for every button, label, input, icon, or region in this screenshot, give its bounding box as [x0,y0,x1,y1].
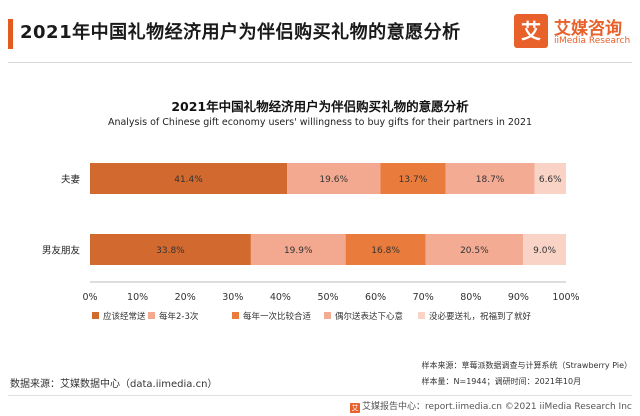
header-divider [8,62,632,63]
bar-segment [380,163,446,194]
x-tick-label: 100% [552,292,579,303]
bar-segment [445,163,535,194]
bar-segment [345,234,426,265]
legend-label: 每年一次比较合适 [243,311,312,322]
bar-segment [90,163,288,194]
title-accent-bar [8,19,13,49]
bar-segment [250,234,346,265]
report-center-footer: 艾艾媒报告中心：report.iimedia.cn ©2021 iiMedia … [350,399,632,413]
data-label: 20.5% [460,246,489,256]
x-tick-label: 90% [508,292,529,303]
bar-segment [534,163,566,194]
chart-subtitle: Analysis of Chinese gift economy users' … [107,117,533,128]
sample-notes: 样本来源：草莓派数据调查与计算系统（Strawberry Pie） 样本量：N=… [422,358,632,390]
footer-divider [8,395,632,396]
bar-segment [523,234,566,265]
data-label: 13.7% [399,175,428,185]
bar-segment [90,234,251,265]
sample-size: 样本量：N=1944；调研时间：2021年10月 [421,377,582,386]
page-title: 2021年中国礼物经济用户为伴侣购买礼物的意愿分析 [20,22,461,43]
legend-label: 没必要送礼，祝福到了就好 [429,311,532,322]
bar-segment [425,234,524,265]
data-source: 数据来源：艾媒数据中心（data.iimedia.cn） [10,379,218,390]
legend-label: 应该经常送 [103,311,146,322]
x-tick-label: 0% [82,292,97,303]
x-tick-label: 70% [413,292,434,303]
logo-chinese-name: 艾媒咨询 [554,19,622,39]
x-tick-label: 30% [222,292,243,303]
data-label: 9.0% [533,246,556,256]
data-label: 6.6% [539,175,562,185]
mini-logo-icon: 艾 [350,403,360,413]
data-label: 41.4% [174,175,203,185]
x-tick-label: 20% [175,292,196,303]
data-label: 33.8% [156,246,185,256]
iimedia-logo: 艾 艾媒咨询 iiMedia Research [514,14,634,52]
legend-swatch [148,312,155,319]
x-tick-label: 50% [317,292,338,303]
bar-segment [287,163,381,194]
x-tick-label: 10% [127,292,148,303]
legend-swatch [418,312,425,319]
data-label: 16.8% [371,246,400,256]
legend-label: 偶尔送表达下心意 [335,311,403,322]
logo-english-name: iiMedia Research [554,36,631,46]
legend-swatch [232,312,239,319]
legend-label: 每年2-3次 [159,311,199,322]
data-label: 19.9% [284,246,313,256]
legend-swatch [324,312,331,319]
x-tick-label: 40% [270,292,291,303]
legend-swatch [92,312,99,319]
logo-mark-icon: 艾 [514,14,548,48]
data-label: 18.7% [476,175,505,185]
report-center-text: 艾媒报告中心：report.iimedia.cn ©2021 iiMedia R… [362,402,632,412]
x-tick-label: 80% [460,292,481,303]
category-label: 夫妻 [61,174,81,186]
chart-title: 2021年中国礼物经济用户为伴侣购买礼物的意愿分析 [171,99,469,114]
x-tick-label: 60% [365,292,386,303]
category-label: 男友朋友 [42,245,81,257]
stacked-bar-chart: 夫妻 41.4% 19.6% 13.7% 18.7% 6.6% 男友朋友 33.8% 19.9%… [42,163,580,322]
sample-source: 样本来源：草莓派数据调查与计算系统（Strawberry Pie） [421,361,632,370]
data-label: 19.6% [319,175,348,185]
